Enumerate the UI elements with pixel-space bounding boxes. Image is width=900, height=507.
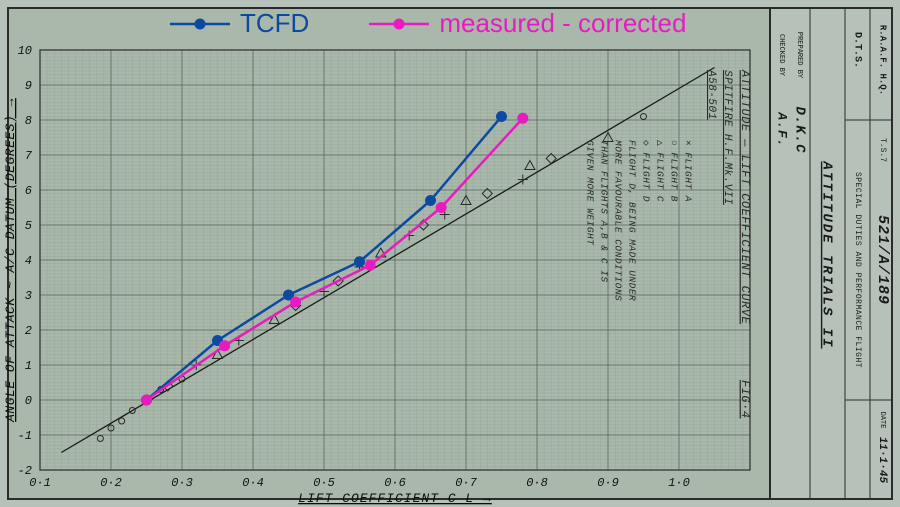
svg-text:10: 10 [18, 44, 32, 58]
legend-label-measured: measured - corrected [439, 8, 686, 39]
svg-text:0·9: 0·9 [597, 476, 619, 490]
svg-text:CHECKED BY: CHECKED BY [777, 34, 785, 77]
svg-text:ATTITUDE — LIFT COEFFICIENT CU: ATTITUDE — LIFT COEFFICIENT CURVE [738, 69, 752, 324]
svg-text:ANGLE OF ATTACK ~ A/C DATUM (D: ANGLE OF ATTACK ~ A/C DATUM (DEGREES) → [3, 98, 18, 423]
svg-text:T.S.7: T.S.7 [878, 138, 887, 162]
svg-text:0·6: 0·6 [384, 476, 406, 490]
svg-text:R.A.A.F. H.Q.: R.A.A.F. H.Q. [878, 25, 888, 95]
svg-text:PREPARED BY: PREPARED BY [795, 32, 803, 79]
svg-text:9: 9 [25, 79, 32, 93]
legend-item-measured: measured - corrected [369, 8, 686, 39]
svg-text:GIVEN MORE WEIGHT: GIVEN MORE WEIGHT [584, 140, 595, 246]
svg-text:11·1·45: 11·1·45 [876, 437, 888, 484]
chart-canvas: 0·1 0·2 0·3 0·4 0·5 0·6 0·7 0·8 0·9 1·0 -2 -1 0 1 2 3 4 5… [0, 0, 900, 507]
svg-text:DATE: DATE [878, 412, 886, 429]
svg-text:2: 2 [25, 324, 32, 338]
overlay-legend: TCFD measured - corrected [170, 8, 686, 39]
svg-text:ATTITUDE TRIALS II: ATTITUDE TRIALS II [818, 160, 834, 348]
svg-text:0·8: 0·8 [526, 476, 548, 490]
svg-text:5: 5 [25, 219, 32, 233]
svg-text:FLIGHT D, BEING MADE UNDER: FLIGHT D, BEING MADE UNDER [626, 140, 637, 301]
svg-text:0·2: 0·2 [100, 476, 122, 490]
svg-text:7: 7 [25, 149, 33, 163]
svg-text:0: 0 [25, 394, 32, 408]
svg-text:◇ FLIGHT D: ◇ FLIGHT D [640, 140, 651, 202]
svg-text:-2: -2 [18, 464, 32, 478]
svg-text:SPITFIRE H.F.Mk.VII: SPITFIRE H.F.Mk.VII [721, 70, 733, 205]
svg-text:0·5: 0·5 [313, 476, 335, 490]
svg-text:A.F.: A.F. [775, 111, 790, 147]
svg-text:× FLIGHT A: × FLIGHT A [682, 140, 693, 202]
svg-text:△ FLIGHT C: △ FLIGHT C [654, 140, 665, 202]
svg-text:4: 4 [25, 254, 32, 268]
svg-text:LIFT COEFFICIENT C_L →: LIFT COEFFICIENT C_L → [298, 491, 492, 506]
svg-text:0·7: 0·7 [455, 476, 477, 490]
legend-label-tcfd: TCFD [240, 8, 309, 39]
svg-text:521/A/189: 521/A/189 [874, 215, 891, 305]
svg-text:0·1: 0·1 [29, 476, 51, 490]
svg-text:1: 1 [25, 359, 32, 373]
svg-text:MORE FAVOURABLE CONDITIONS: MORE FAVOURABLE CONDITIONS [612, 140, 623, 301]
svg-text:3: 3 [25, 289, 32, 303]
svg-text:D.K.C: D.K.C [791, 106, 807, 153]
svg-text:8: 8 [25, 114, 32, 128]
svg-text:○ FLIGHT B: ○ FLIGHT B [668, 140, 679, 202]
svg-text:FIG·4: FIG·4 [738, 380, 752, 419]
svg-text:D.T.S.: D.T.S. [851, 32, 862, 68]
svg-text:SPECIAL DUTIES AND PERFORMANCE: SPECIAL DUTIES AND PERFORMANCE FLIGHT [853, 172, 862, 368]
svg-text:0·3: 0·3 [171, 476, 193, 490]
svg-text:-1: -1 [18, 429, 32, 443]
svg-text:1·0: 1·0 [668, 476, 690, 490]
svg-text:6: 6 [25, 184, 32, 198]
svg-text:0·4: 0·4 [242, 476, 264, 490]
svg-text:A58-501: A58-501 [705, 69, 717, 120]
legend-swatch-measured [369, 14, 429, 34]
legend-swatch-tcfd [170, 14, 230, 34]
legend-item-tcfd: TCFD [170, 8, 309, 39]
svg-text:THAN FLIGHTS A,B & C IS: THAN FLIGHTS A,B & C IS [598, 140, 609, 283]
